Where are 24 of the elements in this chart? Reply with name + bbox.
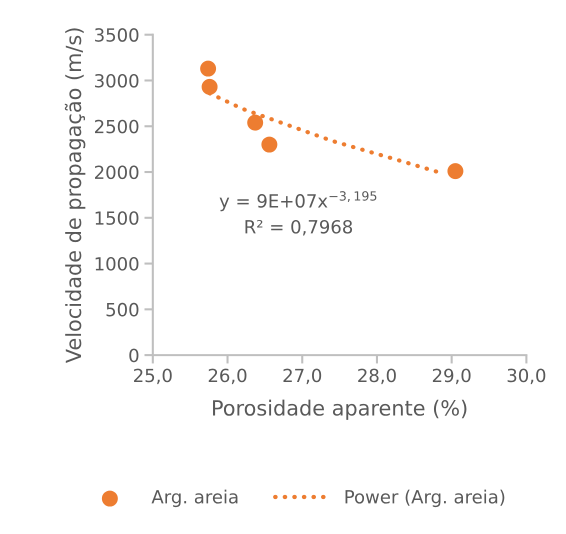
point <box>447 163 464 180</box>
x-tick-label: 25,0 <box>134 368 172 384</box>
point <box>261 136 278 153</box>
x-tick-label: 30,0 <box>508 368 546 384</box>
point <box>247 114 264 131</box>
legend-label: Arg. areia <box>152 490 238 508</box>
legend-label: Power (Arg. areia) <box>346 490 504 508</box>
x-tick-label: 27,0 <box>283 368 322 384</box>
y-tick-label: 3000 <box>95 74 138 88</box>
y-tick-label: 3500 <box>95 28 138 42</box>
point <box>202 78 218 95</box>
y-tick-label: 2000 <box>94 165 138 180</box>
y-tick-label: 500 <box>106 302 138 316</box>
x-tick-label: 26,0 <box>208 368 246 384</box>
x-axis-title: Porosidade aparente (%) <box>213 400 466 420</box>
text: y = 9E+07x$^{−3,195}$ R² = 0,7968 <box>220 191 376 236</box>
y-tick-label: 2500 <box>94 120 138 134</box>
y-tick-label: 1500 <box>96 211 138 225</box>
x-tick-label: 28,0 <box>358 368 396 384</box>
point <box>200 60 216 77</box>
x-tick-label: 29,0 <box>432 368 471 384</box>
y-tick-label: 0 <box>129 348 138 362</box>
y-tick-label: 1000 <box>96 257 138 271</box>
y-axis-title: Velocidade de propagação (m/s) <box>64 28 86 364</box>
